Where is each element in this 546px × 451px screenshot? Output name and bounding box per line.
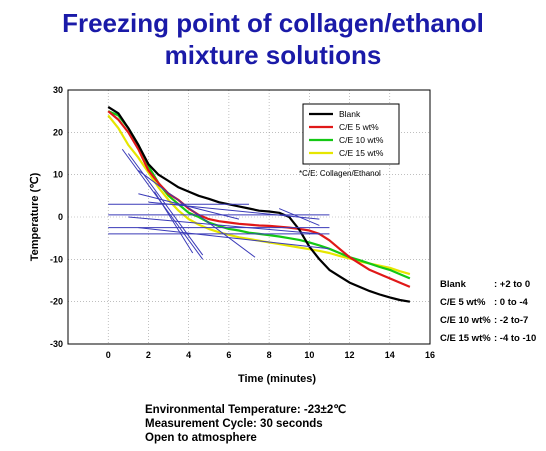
chart-title-line1: Freezing point of collagen/ethanol xyxy=(62,8,484,38)
y-tick-label: 30 xyxy=(53,85,63,95)
legend-entry-label: C/E 15 wt% xyxy=(339,148,384,158)
range-value: : +2 to 0 xyxy=(494,279,531,290)
tangent-guide-line xyxy=(138,227,330,250)
range-label: C/E 10 wt% xyxy=(440,315,491,326)
legend-entry-label: Blank xyxy=(339,109,361,119)
range-value: : -4 to -10 xyxy=(494,333,537,344)
legend-entry-label: C/E 5 wt% xyxy=(339,122,379,132)
tangent-guide-line xyxy=(154,191,194,254)
footer-atmosphere: Open to atmosphere xyxy=(145,432,257,444)
tangent-guide-line xyxy=(138,170,256,258)
x-tick-label: 2 xyxy=(146,350,151,360)
tangent-guide-line xyxy=(128,216,320,235)
x-tick-label: 4 xyxy=(186,350,191,360)
range-row-ce15: C/E 15 wt%: -4 to -10 xyxy=(440,333,536,344)
tangent-guide-line xyxy=(148,201,320,220)
x-tick-label: 10 xyxy=(304,350,314,360)
series-line xyxy=(107,110,411,288)
y-axis-label: Temperature (℃) xyxy=(29,172,41,261)
x-tick-label: 6 xyxy=(226,350,231,360)
legend-note: *C/E: Collagen/Ethanol xyxy=(299,169,381,178)
x-tick-label: 14 xyxy=(385,350,395,360)
legend-entry-label: C/E 10 wt% xyxy=(339,135,384,145)
range-label: C/E 15 wt% xyxy=(440,333,491,344)
range-label: Blank xyxy=(440,279,466,290)
plot-frame xyxy=(67,89,431,345)
range-value: : -2 to-7 xyxy=(494,315,529,326)
tangent-guide-line xyxy=(278,208,320,226)
y-tick-label: -20 xyxy=(50,297,63,307)
tangent-guide-line xyxy=(127,153,204,256)
y-tick-label: -30 xyxy=(50,339,63,349)
x-tick-label: 16 xyxy=(425,350,435,360)
y-tick-label: 20 xyxy=(53,127,63,137)
footer-environment: Environmental Temperature: -23±2℃ xyxy=(145,404,347,416)
x-tick-label: 12 xyxy=(345,350,355,360)
range-row-ce5: C/E 5 wt% : 0 to -4 xyxy=(440,297,528,308)
chart-title-line2: mixture solutions xyxy=(164,40,382,70)
y-tick-label: -10 xyxy=(50,254,63,264)
y-tick-label: 10 xyxy=(53,170,63,180)
x-axis-label: Time (minutes) xyxy=(238,373,316,385)
range-row-blank: Blank : +2 to 0 xyxy=(440,279,530,290)
range-row-ce10: C/E 10 wt%: -2 to-7 xyxy=(440,315,528,326)
range-value: : 0 to -4 xyxy=(494,297,528,308)
y-tick-label: 0 xyxy=(58,212,63,222)
range-label: C/E 5 wt% xyxy=(440,297,486,308)
series-line xyxy=(107,105,411,303)
x-tick-label: 8 xyxy=(267,350,272,360)
footer-cycle: Measurement Cycle: 30 seconds xyxy=(145,418,323,430)
x-tick-label: 0 xyxy=(106,350,111,360)
